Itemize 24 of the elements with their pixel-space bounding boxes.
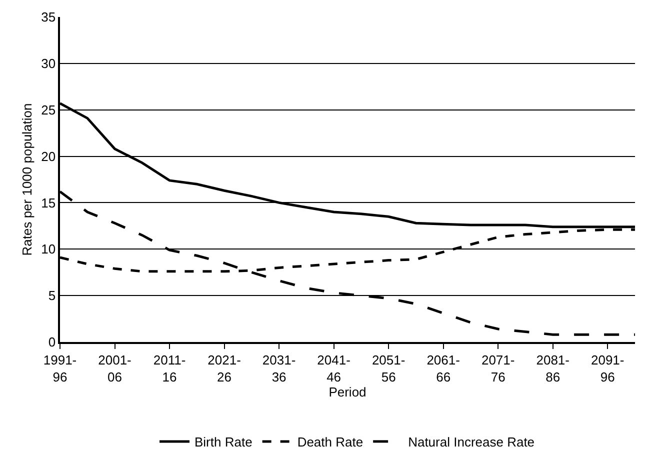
legend-label: Natural Increase Rate: [408, 434, 535, 450]
y-tick-label: 10: [41, 242, 56, 257]
x-tick-label: 1991- 96: [43, 352, 77, 384]
x-tick-label: 2081- 86: [536, 352, 570, 384]
y-axis-title: Rates per 1000 population: [20, 103, 35, 256]
x-tick-label: 2051- 56: [372, 352, 406, 384]
legend-label: Birth Rate: [194, 434, 252, 450]
legend-label: Death Rate: [297, 434, 364, 450]
x-tick-label: 2091- 96: [590, 352, 624, 384]
x-tick-label: 2041- 46: [317, 352, 350, 384]
y-tick-label: 30: [41, 56, 56, 71]
x-tick-label: 2001- 06: [98, 352, 132, 384]
x-tick-label: 2061- 66: [426, 352, 460, 384]
x-axis-title: Period: [328, 384, 366, 400]
y-tick-label: 5: [48, 288, 56, 304]
x-tick-label: 2011- 16: [153, 352, 186, 384]
x-tick-label: 2021- 26: [208, 352, 241, 384]
y-tick-label: 15: [41, 195, 56, 210]
x-tick-label: 2031- 36: [262, 352, 296, 384]
y-tick-label: 20: [41, 148, 56, 164]
y-tick-label: 25: [41, 102, 56, 118]
x-tick-label: 2071- 76: [481, 352, 515, 384]
y-tick-label: 35: [41, 10, 56, 25]
y-tick-label: 0: [48, 334, 56, 350]
